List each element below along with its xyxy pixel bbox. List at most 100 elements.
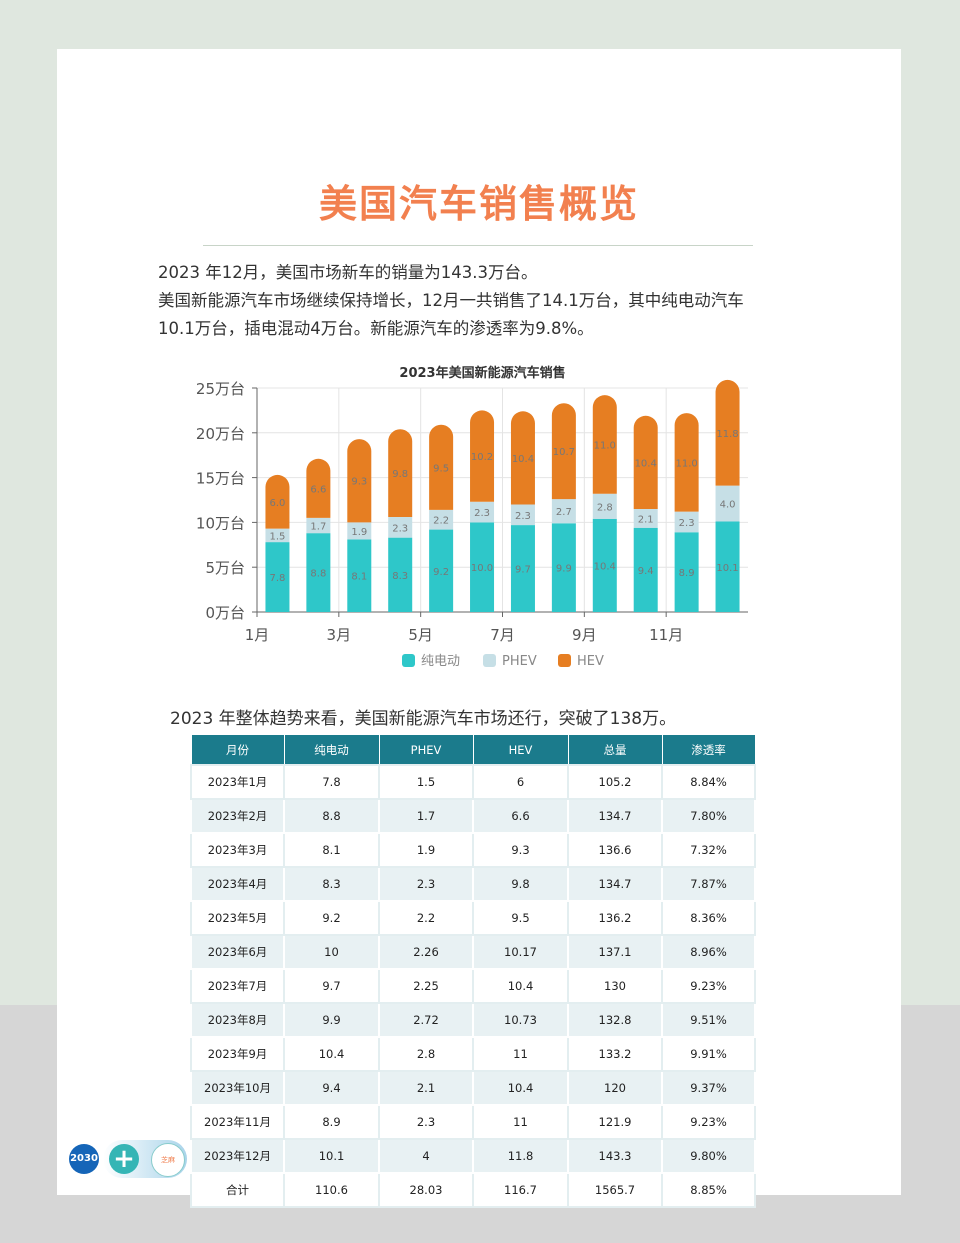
table-cell: 8.84% xyxy=(661,764,756,800)
table-cell: 8.36% xyxy=(661,900,756,936)
y-tick-label: 25万台 xyxy=(196,380,245,398)
bar-value-label: 10.4 xyxy=(512,454,534,465)
table-cell: 10.4 xyxy=(283,1036,380,1072)
table-cell: 1.5 xyxy=(378,764,474,800)
table-cell: 10.1 xyxy=(283,1138,380,1174)
table-cell: 1.7 xyxy=(378,798,474,834)
bar-纯电动 xyxy=(592,518,617,612)
table-cell: 9.37% xyxy=(661,1070,756,1106)
table-cell: 2.25 xyxy=(378,968,474,1004)
bar-value-label: 8.9 xyxy=(679,568,695,579)
table-cell: 9.4 xyxy=(283,1070,380,1106)
bar-value-label: 9.2 xyxy=(433,567,449,578)
table-row: 2023年3月 8.1 1.9 9.3 136.6 7.32% xyxy=(190,832,756,868)
table-cell: 2.72 xyxy=(378,1002,474,1038)
bar-value-label: 2.3 xyxy=(679,518,695,529)
table-cell: 110.6 xyxy=(283,1172,380,1208)
table-cell: 2.1 xyxy=(378,1070,474,1106)
table-cell: 9.80% xyxy=(661,1138,756,1174)
bar-value-label: 10.7 xyxy=(553,447,575,458)
table-cell: 7.8 xyxy=(283,764,380,800)
bar-PHEV xyxy=(429,509,454,530)
table-cell: 7.32% xyxy=(661,832,756,868)
column-header: PHEV xyxy=(378,734,474,766)
table-cell: 10.4 xyxy=(472,1070,569,1106)
bar-value-label: 7.8 xyxy=(270,573,286,584)
table-cell: 4 xyxy=(378,1138,474,1174)
bar-HEV xyxy=(551,403,576,500)
bar-纯电动 xyxy=(633,527,658,612)
legend-swatch xyxy=(558,654,571,667)
x-tick-label: 5月 xyxy=(408,626,433,644)
bar-HEV xyxy=(265,474,290,529)
table-cell: 8.96% xyxy=(661,934,756,970)
table-cell: 11 xyxy=(472,1104,569,1140)
x-tick-label: 3月 xyxy=(327,626,352,644)
bar-纯电动 xyxy=(388,537,413,612)
table-cell: 105.2 xyxy=(567,764,663,800)
bar-value-label: 11.0 xyxy=(675,458,697,469)
legend-label: 纯电动 xyxy=(421,654,460,669)
table-row: 2023年7月 9.7 2.25 10.4 130 9.23% xyxy=(190,968,756,1004)
bar-PHEV xyxy=(633,508,658,528)
bar-value-label: 9.5 xyxy=(433,463,449,474)
table-cell: 11.8 xyxy=(472,1138,569,1174)
bar-HEV xyxy=(429,424,454,510)
table-cell: 137.1 xyxy=(567,934,663,970)
table-cell: 7.80% xyxy=(661,798,756,834)
table-cell: 10.4 xyxy=(472,968,569,1004)
bar-HEV xyxy=(306,458,331,518)
table-cell: 8.3 xyxy=(283,866,380,902)
bar-value-label: 8.1 xyxy=(351,572,367,583)
table-cell: 9.8 xyxy=(472,866,569,902)
x-tick-label: 1月 xyxy=(245,626,270,644)
table-cell: 2023年4月 xyxy=(190,866,285,902)
table-cell: 8.8 xyxy=(283,798,380,834)
table-cell: 2.2 xyxy=(378,900,474,936)
bar-value-label: 6.6 xyxy=(310,484,326,495)
bar-HEV xyxy=(510,411,535,505)
bar-PHEV xyxy=(510,504,535,526)
table-cell: 2023年2月 xyxy=(190,798,285,834)
table-cell: 2.26 xyxy=(378,934,474,970)
table-cell: 2023年6月 xyxy=(190,934,285,970)
bar-HEV xyxy=(470,410,495,502)
bar-纯电动 xyxy=(429,529,454,612)
table-cell: 134.7 xyxy=(567,798,663,834)
bar-纯电动 xyxy=(265,542,290,612)
table-cell: 2023年12月 xyxy=(190,1138,285,1174)
bar-value-label: 10.0 xyxy=(471,563,493,574)
table-cell: 28.03 xyxy=(378,1172,474,1208)
table-cell: 9.23% xyxy=(661,1104,756,1140)
table-cell: 2.3 xyxy=(378,866,474,902)
table-row: 2023年8月 9.9 2.72 10.73 132.8 9.51% xyxy=(190,1002,756,1038)
bar-纯电动 xyxy=(347,539,372,612)
legend-label: HEV xyxy=(577,654,604,669)
table-cell: 116.7 xyxy=(472,1172,569,1208)
table-cell: 132.8 xyxy=(567,1002,663,1038)
bar-value-label: 11.0 xyxy=(594,440,616,451)
table-cell: 9.23% xyxy=(661,968,756,1004)
bar-纯电动 xyxy=(715,521,740,612)
table-cell: 9.9 xyxy=(283,1002,380,1038)
column-header: 渗透率 xyxy=(661,734,756,766)
bar-PHEV xyxy=(347,522,372,540)
bar-纯电动 xyxy=(306,533,331,612)
bar-纯电动 xyxy=(551,523,576,612)
bar-HEV xyxy=(388,429,413,518)
table-cell: 9.2 xyxy=(283,900,380,936)
bar-纯电动 xyxy=(674,532,699,612)
bar-value-label: 1.5 xyxy=(270,531,286,542)
table-row: 2023年2月 8.8 1.7 6.6 134.7 7.80% xyxy=(190,798,756,834)
table-cell: 10.73 xyxy=(472,1002,569,1038)
table-cell: 2023年1月 xyxy=(190,764,285,800)
bar-value-label: 2.3 xyxy=(392,523,408,534)
bar-HEV xyxy=(674,413,699,512)
bar-value-label: 9.8 xyxy=(392,469,408,480)
table-cell: 8.9 xyxy=(283,1104,380,1140)
bar-PHEV xyxy=(306,517,331,534)
y-tick-label: 15万台 xyxy=(196,470,245,488)
table-cell: 2023年7月 xyxy=(190,968,285,1004)
document-page: 美国汽车销售概览 2023 年12月，美国市场新车的销量为143.3万台。 美国… xyxy=(57,49,901,1208)
column-header: 月份 xyxy=(190,734,285,766)
